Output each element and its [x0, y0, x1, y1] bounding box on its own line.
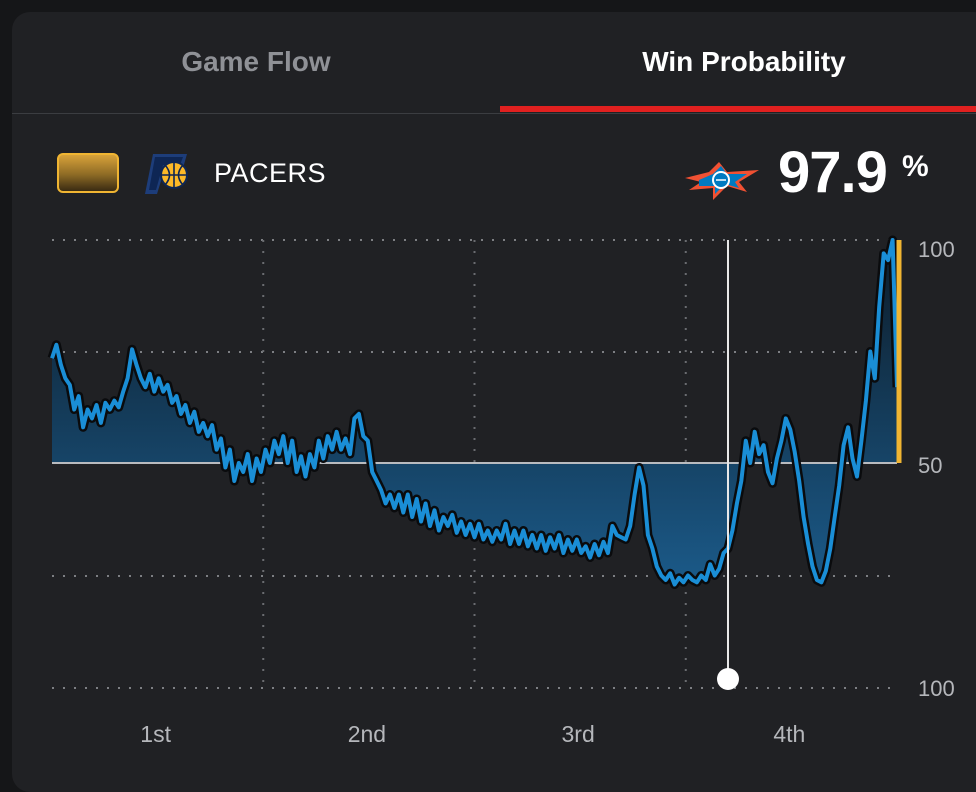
active-tab-indicator: [500, 106, 976, 112]
tab-bar: Game Flow Win Probability: [12, 12, 976, 114]
x-axis-quarter-label: 1st: [140, 721, 171, 747]
team-color-swatch: [57, 153, 119, 193]
win-probability-chart: 100 50 100 1st 2nd 3rd 4th: [47, 235, 955, 747]
y-axis-tick-label: 50: [918, 453, 942, 478]
win-probability-unit: %: [902, 150, 929, 183]
x-axis-quarter-label: 2nd: [348, 721, 386, 747]
okc-thunder-logo-icon: [685, 162, 759, 200]
x-axis-quarter-label: 3rd: [562, 721, 595, 747]
hover-cursor-dot[interactable]: [717, 668, 739, 690]
win-probability-value: 97.9: [778, 140, 888, 205]
chart-gridlines: [52, 239, 897, 689]
win-probability-line: [50, 238, 899, 587]
win-probability-area: [52, 240, 897, 585]
x-axis-quarter-label: 4th: [773, 721, 805, 747]
tab-game-flow[interactable]: Game Flow: [181, 46, 331, 77]
tab-win-probability[interactable]: Win Probability: [642, 46, 846, 77]
y-axis-tick-label: 100: [918, 676, 955, 701]
pacers-logo-icon: [145, 154, 188, 194]
y-axis-tick-label: 100: [918, 237, 955, 262]
team-name: PACERS: [214, 158, 327, 188]
